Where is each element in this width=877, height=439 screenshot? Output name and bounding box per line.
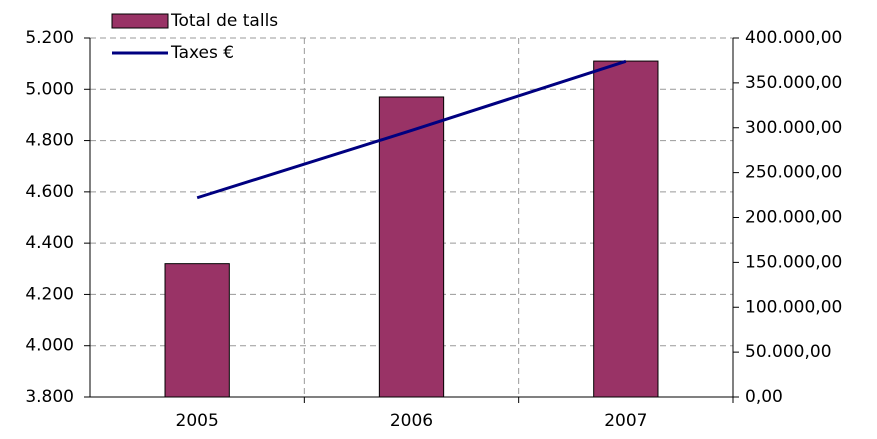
y2-tick-label: 400.000,00 (745, 28, 842, 48)
y-tick-label: 4.600 (25, 182, 74, 202)
y-tick-label: 3.800 (25, 387, 74, 407)
y2-tick-label: 100.000,00 (745, 297, 842, 317)
y-tick-label: 4.400 (25, 233, 74, 253)
x-tick-label: 2006 (390, 411, 433, 431)
legend-label: Taxes € (170, 43, 234, 63)
y2-tick-label: 150.000,00 (745, 252, 842, 272)
y2-tick-label: 50.000,00 (745, 342, 832, 362)
bar (378, 96, 445, 398)
bar (593, 60, 659, 398)
y-tick-label: 4.200 (25, 284, 74, 304)
y-tick-label: 4.000 (25, 336, 74, 356)
y2-tick-label: 350.000,00 (745, 73, 842, 93)
y-tick-label: 4.800 (25, 131, 74, 151)
x-tick-label: 2007 (604, 411, 647, 431)
y2-tick-label: 300.000,00 (745, 118, 842, 138)
y2-tick-label: 250.000,00 (745, 163, 842, 183)
y2-tick-label: 200.000,00 (745, 208, 842, 228)
y-tick-label: 5.200 (25, 28, 74, 48)
legend-swatch (111, 13, 169, 29)
y2-tick-label: 0,00 (745, 387, 783, 407)
bar (164, 263, 230, 398)
x-tick-label: 2005 (176, 411, 219, 431)
legend-label: Total de talls (170, 11, 278, 31)
line (196, 59, 627, 200)
y-tick-label: 5.000 (25, 79, 74, 99)
